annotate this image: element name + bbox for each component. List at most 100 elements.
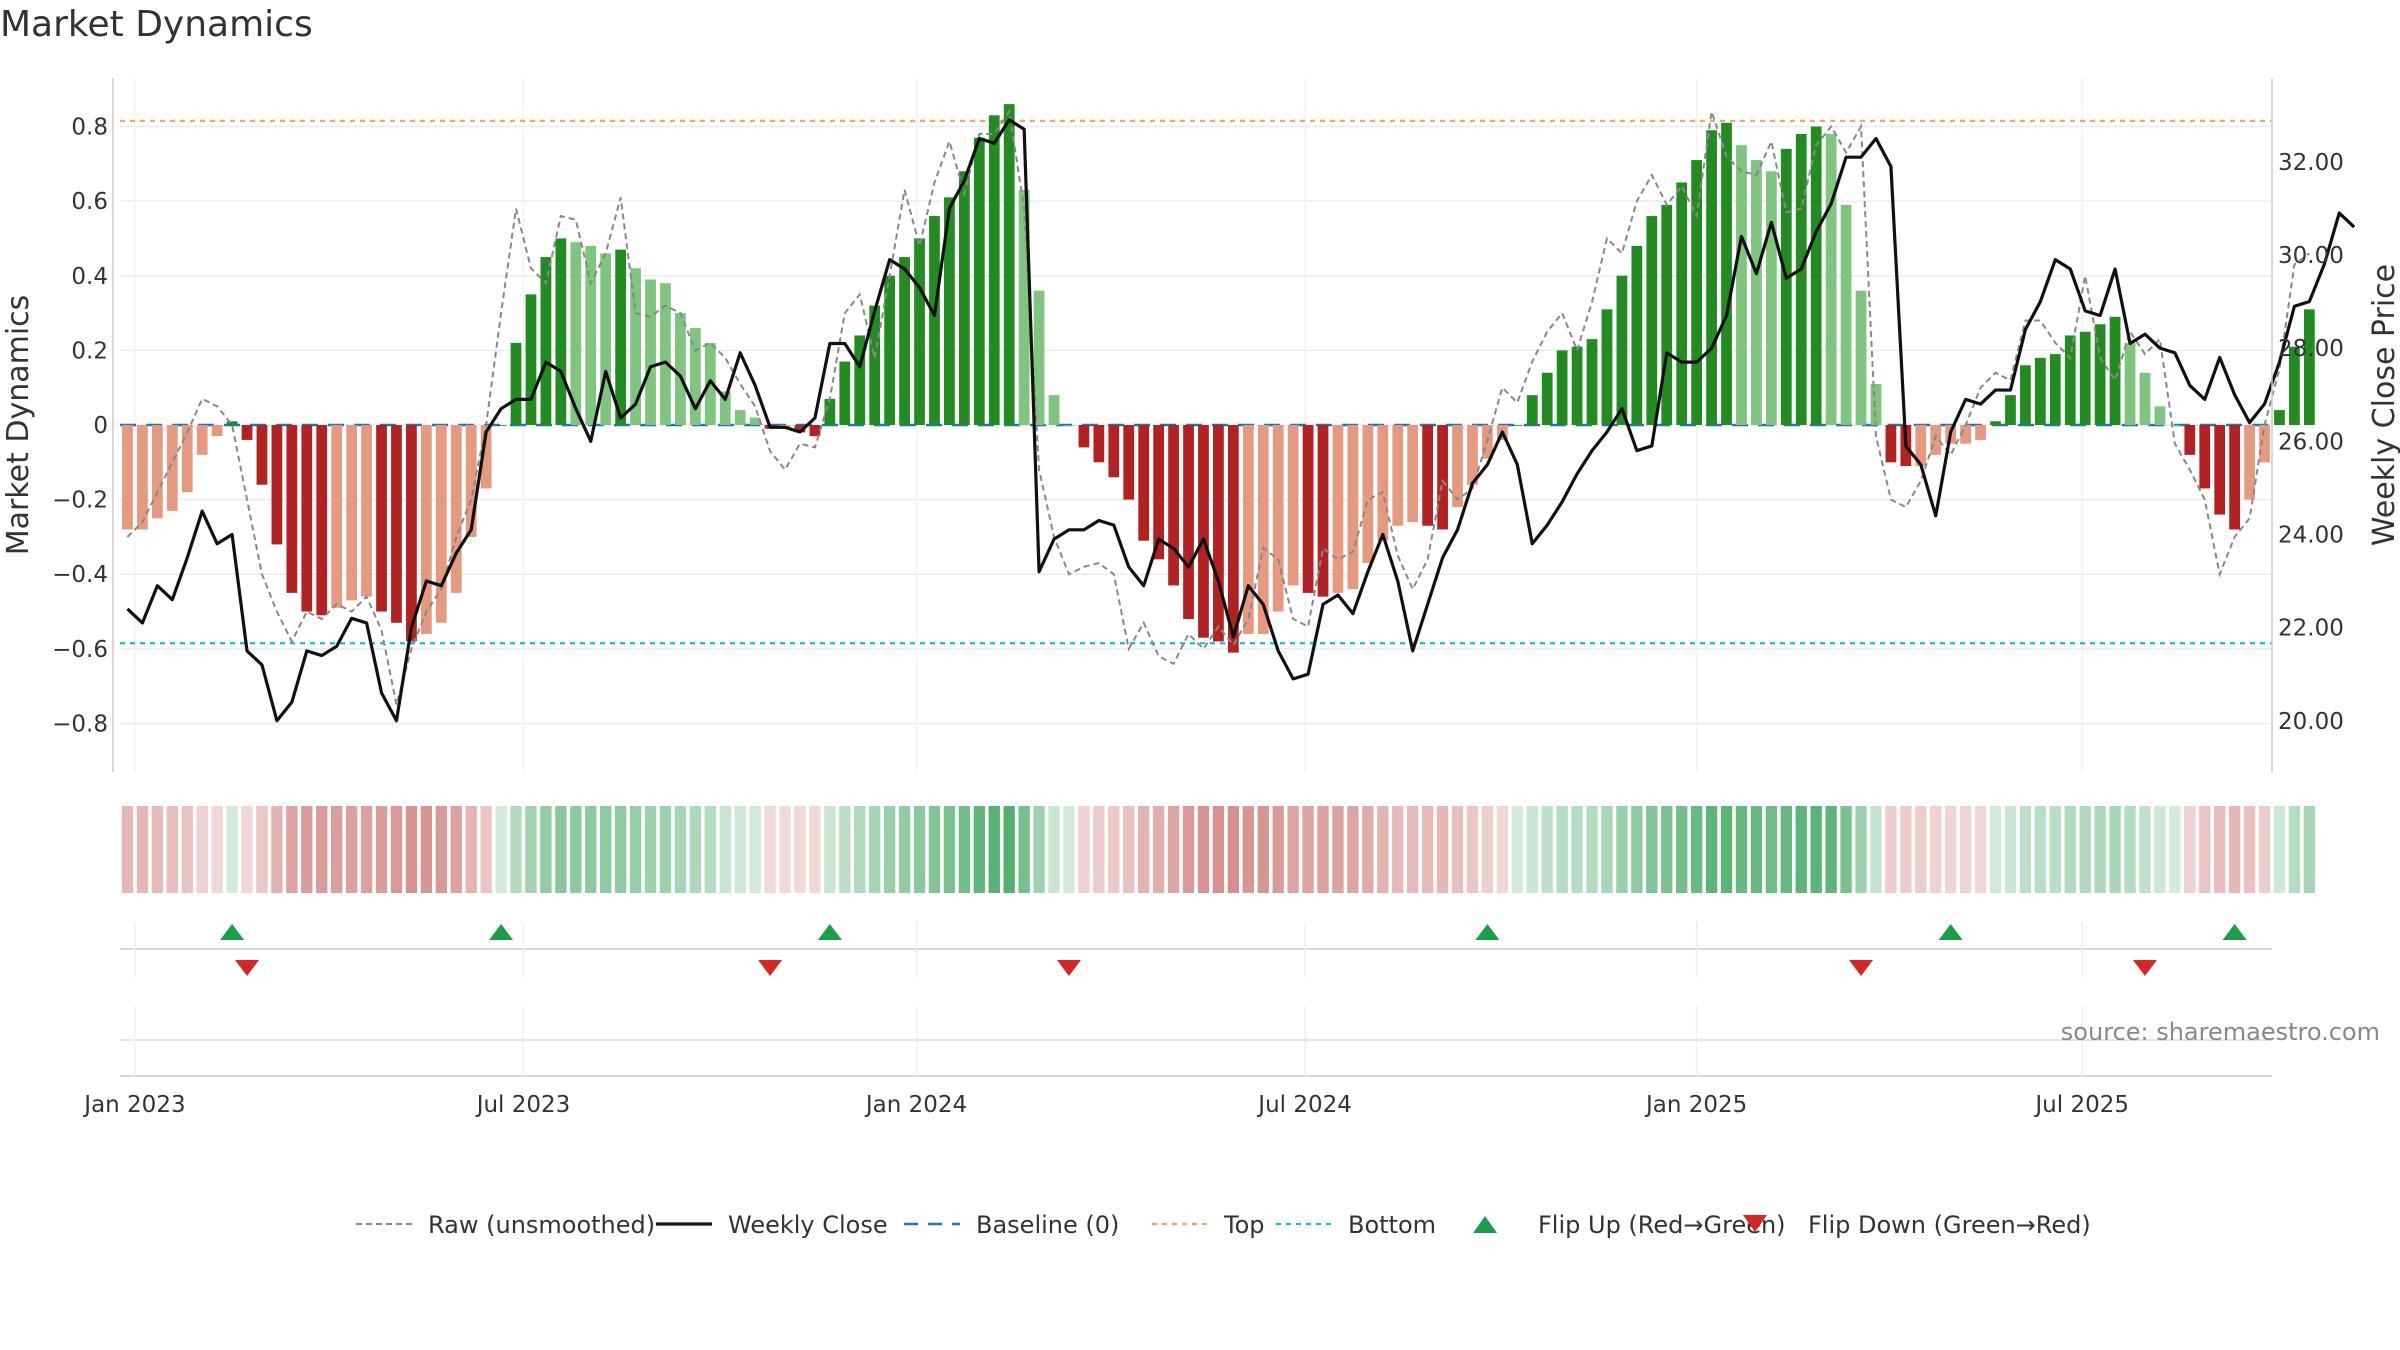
regime-cell [1018,806,1030,893]
flip-down-marker [1056,960,1081,976]
regime-cell [1362,806,1374,893]
dynamics-bar [1780,148,1792,426]
dynamics-bar [181,425,193,493]
regime-cell [1945,806,1957,893]
dynamics-bar [899,257,910,425]
regime-cell [2214,806,2226,893]
timeline-panel: Jan 2023 Jul 2023 Jan 2024 Jul 2024 Jan 2025… [82,1006,2272,1118]
dynamics-bar [1661,204,1673,425]
regime-cell [301,806,313,893]
regime-cell [525,806,537,893]
regime-cell [869,806,881,893]
dynamics-bar [1452,425,1463,508]
regime-cell [1825,806,1837,893]
dynamics-bar [1736,145,1747,425]
regime-cell [570,806,582,893]
regime-cell [1959,806,1972,893]
raw-series-line [126,108,2310,706]
dynamics-bar [211,425,223,437]
regime-cell [1466,806,1479,893]
regime-cell [2228,806,2241,893]
dynamics-bar [316,425,328,616]
dynamics-bar [1467,425,1478,485]
dynamics-bar [1242,425,1254,634]
dynamics-bar [226,421,238,425]
dynamics-bar [196,425,208,455]
dynamics-bar [1407,425,1419,523]
dynamics-bar [1183,425,1194,620]
regime-cell [405,806,418,893]
regime-cell [226,806,238,893]
dynamics-bar [2034,357,2046,425]
dynamics-bar [1691,160,1703,425]
regime-cell [1182,806,1195,893]
dynamics-bar [1213,425,1224,642]
regime-cell [1317,806,1329,893]
dynamics-bar [2064,335,2076,425]
dynamics-bar [1377,425,1389,541]
regime-cell [913,806,926,893]
legend-label: Baseline (0) [976,1211,1119,1239]
dynamics-bar [1227,425,1239,653]
regime-cell [1586,806,1598,893]
regime-cell [1272,806,1284,893]
dynamics-bar [406,425,417,642]
regime-cell [2139,806,2151,893]
dynamics-bar [510,342,522,425]
dynamics-bar [570,242,582,425]
dynamics-bar [1003,104,1015,425]
regime-cell [1421,806,1434,893]
y-tick-label: −0.8 [52,711,108,737]
dynamics-bar [151,425,163,519]
dynamics-bar [1960,425,1972,444]
regime-cell [764,806,776,893]
weekly-close-line [126,118,2356,723]
dynamics-bar [435,425,447,623]
dynamics-bar [286,425,298,593]
dynamics-bar [1347,425,1359,590]
dynamics-bar [2079,331,2091,425]
regime-cell [181,806,193,893]
dynamics-bar [1257,425,1269,634]
regime-cell [390,806,403,893]
dynamics-bar [1198,425,1209,638]
regime-cell [2019,806,2032,893]
regime-cell [1646,806,1658,893]
regime-cell [465,806,477,893]
dynamics-bar [615,249,627,425]
y2-tick-label: 22.00 [2278,616,2344,642]
dynamics-bar [480,425,492,489]
dynamics-bar [450,425,462,593]
dynamics-bar [1437,425,1448,530]
dynamics-bar [749,417,761,425]
regime-cell [166,806,178,893]
regime-cell [1900,806,1912,893]
regime-cell [1496,806,1509,893]
dynamics-bar [525,294,537,425]
chart-title: Market Dynamics [0,4,313,45]
dynamics-bar [1272,425,1284,612]
x-tick-label: Jul 2024 [1256,1092,1352,1118]
regime-cell [614,806,627,893]
dynamics-bar [1168,425,1179,586]
regime-cell [1481,806,1494,893]
dynamics-bar [271,425,283,545]
regime-cell [2064,806,2076,893]
dynamics-bar [1332,425,1344,593]
dynamics-bar [809,425,821,437]
regime-cell [331,806,343,893]
y-tick-label: 0.8 [71,115,108,141]
legend-item-baseline: Baseline (0) [904,1211,1119,1239]
dynamics-bar [2124,342,2136,425]
regime-cell [1735,806,1748,893]
x-tick-label: Jan 2025 [1644,1092,1747,1118]
dynamics-bar [689,327,701,425]
x-tick-label: Jul 2023 [475,1092,571,1118]
regime-cell [316,806,328,893]
regime-cell [1212,806,1225,893]
regime-cell [973,806,985,893]
dynamics-bar [2274,410,2285,425]
legend-item-top: Top [1152,1211,1265,1239]
regime-cell [2243,806,2256,893]
dynamics-bar [2005,395,2016,425]
